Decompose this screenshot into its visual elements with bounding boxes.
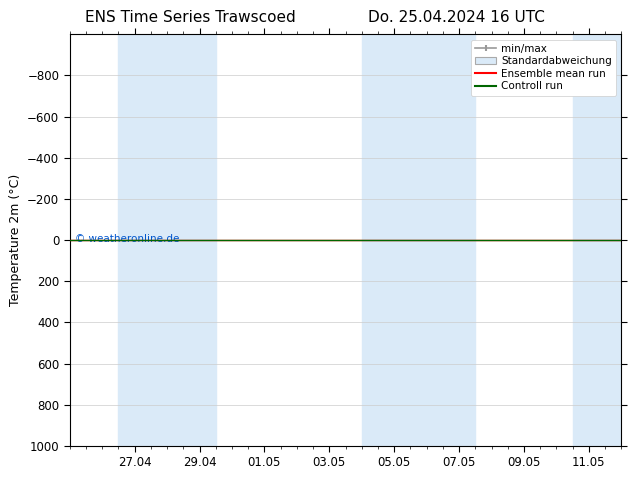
Legend: min/max, Standardabweichung, Ensemble mean run, Controll run: min/max, Standardabweichung, Ensemble me… bbox=[471, 40, 616, 96]
Y-axis label: Temperature 2m (°C): Temperature 2m (°C) bbox=[9, 174, 22, 306]
Text: © weatheronline.de: © weatheronline.de bbox=[75, 234, 179, 245]
Bar bbox=[362, 34, 476, 446]
Title: ENS Time Series Trawscoed      Do. 25.04.2024 16 UTC: ENS Time Series Trawscoed Do. 25.04.2024… bbox=[0, 489, 1, 490]
Bar bbox=[119, 34, 216, 446]
Text: Do. 25.04.2024 16 UTC: Do. 25.04.2024 16 UTC bbox=[368, 10, 545, 24]
Bar bbox=[573, 34, 634, 446]
Text: ENS Time Series Trawscoed: ENS Time Series Trawscoed bbox=[85, 10, 295, 24]
